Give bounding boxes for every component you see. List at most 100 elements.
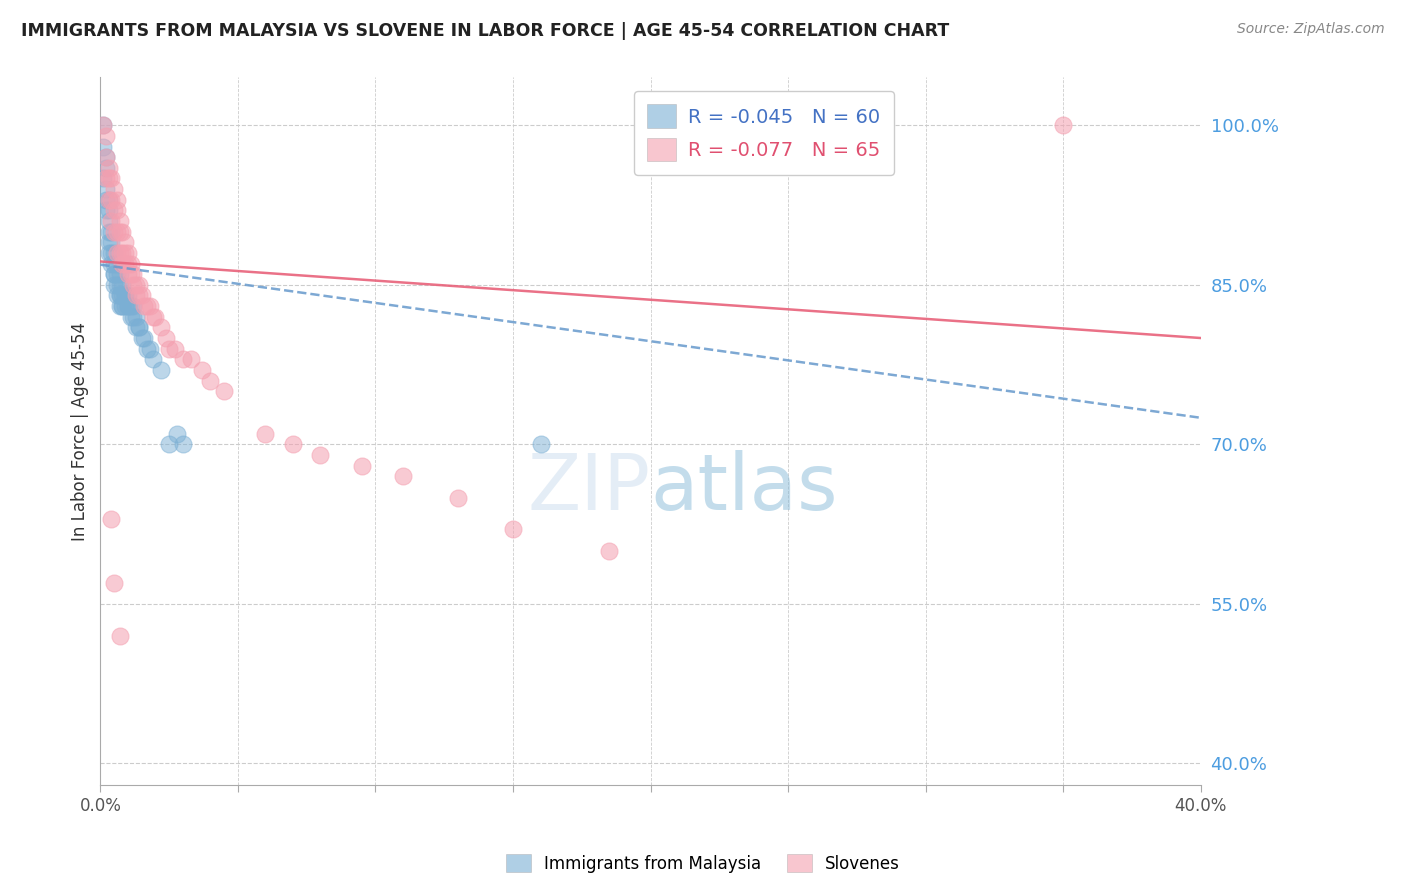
Point <box>103 203 125 218</box>
Point <box>134 331 156 345</box>
Point <box>108 267 131 281</box>
Point <box>97 193 120 207</box>
Point <box>100 225 122 239</box>
Text: Source: ZipAtlas.com: Source: ZipAtlas.com <box>1237 22 1385 37</box>
Point <box>103 277 125 292</box>
Y-axis label: In Labor Force | Age 45-54: In Labor Force | Age 45-54 <box>72 322 89 541</box>
Point <box>94 193 117 207</box>
Point <box>97 246 120 260</box>
Point <box>111 277 134 292</box>
Point <box>142 352 165 367</box>
Point <box>117 256 139 270</box>
Point <box>103 246 125 260</box>
Point <box>111 299 134 313</box>
Point <box>105 288 128 302</box>
Point <box>105 267 128 281</box>
Point <box>149 363 172 377</box>
Point <box>128 277 150 292</box>
Point <box>100 246 122 260</box>
Point <box>281 437 304 451</box>
Point <box>157 342 180 356</box>
Point <box>145 310 167 324</box>
Point <box>172 437 194 451</box>
Point <box>125 288 148 302</box>
Point <box>111 288 134 302</box>
Point <box>105 193 128 207</box>
Point <box>166 426 188 441</box>
Point <box>111 246 134 260</box>
Point <box>103 225 125 239</box>
Point <box>122 277 145 292</box>
Point <box>100 235 122 250</box>
Point <box>108 214 131 228</box>
Point <box>529 437 551 451</box>
Point <box>103 267 125 281</box>
Point <box>105 256 128 270</box>
Point <box>1052 118 1074 132</box>
Point <box>136 299 159 313</box>
Point <box>97 171 120 186</box>
Point <box>122 267 145 281</box>
Point <box>212 384 235 399</box>
Point <box>111 299 134 313</box>
Text: ZIP: ZIP <box>527 450 651 525</box>
Point <box>125 320 148 334</box>
Point <box>117 299 139 313</box>
Point <box>191 363 214 377</box>
Point <box>114 288 136 302</box>
Point <box>117 299 139 313</box>
Point <box>94 203 117 218</box>
Point <box>108 277 131 292</box>
Point <box>108 288 131 302</box>
Point <box>131 288 153 302</box>
Point <box>97 193 120 207</box>
Point <box>94 182 117 196</box>
Point <box>100 171 122 186</box>
Point <box>117 288 139 302</box>
Point <box>139 299 162 313</box>
Point <box>117 267 139 281</box>
Point <box>97 203 120 218</box>
Point <box>128 288 150 302</box>
Text: IMMIGRANTS FROM MALAYSIA VS SLOVENE IN LABOR FORCE | AGE 45-54 CORRELATION CHART: IMMIGRANTS FROM MALAYSIA VS SLOVENE IN L… <box>21 22 949 40</box>
Point <box>128 320 150 334</box>
Point <box>105 203 128 218</box>
Point <box>139 342 162 356</box>
Legend: R = -0.045   N = 60, R = -0.077   N = 65: R = -0.045 N = 60, R = -0.077 N = 65 <box>634 91 894 175</box>
Point <box>125 277 148 292</box>
Point <box>120 310 142 324</box>
Point <box>108 246 131 260</box>
Point <box>172 352 194 367</box>
Text: atlas: atlas <box>651 450 838 525</box>
Point <box>117 246 139 260</box>
Point <box>114 246 136 260</box>
Point <box>105 225 128 239</box>
Point <box>120 256 142 270</box>
Point <box>100 193 122 207</box>
Point <box>91 118 114 132</box>
Point <box>155 331 177 345</box>
Point <box>392 469 415 483</box>
Point <box>97 214 120 228</box>
Point <box>97 225 120 239</box>
Point <box>447 491 470 505</box>
Point <box>94 161 117 175</box>
Point <box>111 225 134 239</box>
Point <box>254 426 277 441</box>
Point <box>157 437 180 451</box>
Point <box>105 277 128 292</box>
Point <box>128 320 150 334</box>
Point <box>114 299 136 313</box>
Point <box>134 299 156 313</box>
Point <box>94 171 117 186</box>
Point <box>100 214 122 228</box>
Point <box>94 128 117 143</box>
Point <box>149 320 172 334</box>
Point <box>91 171 114 186</box>
Point <box>100 256 122 270</box>
Point <box>111 256 134 270</box>
Point <box>103 575 125 590</box>
Point <box>200 374 222 388</box>
Point <box>103 267 125 281</box>
Point <box>502 523 524 537</box>
